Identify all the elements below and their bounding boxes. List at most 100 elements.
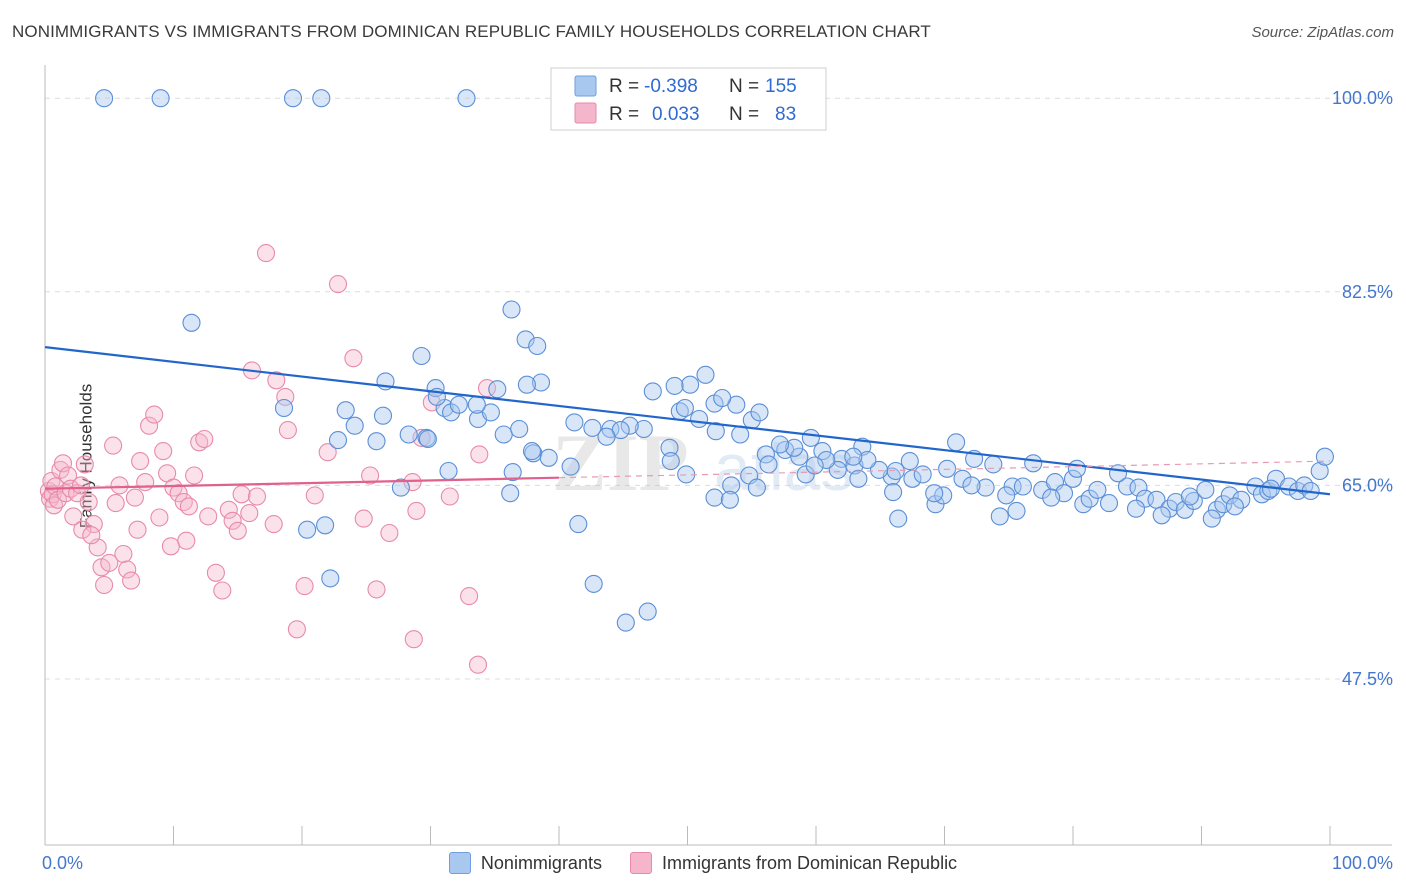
point-nonimmigrants [1160,499,1179,518]
point-nonimmigrants [962,476,981,495]
point-nonimmigrants [1232,490,1251,509]
point-nonimmigrants [801,428,820,447]
point-nonimmigrants [510,419,529,439]
point-immigrants [106,494,125,513]
legend-n-label-1: N = [729,76,759,97]
point-nonimmigrants [488,380,507,399]
trend-line-immigrants [44,476,560,490]
y-tick-label: 47.5% [1342,669,1393,689]
bottom-legend-item-nonimmigrants[interactable]: Nonimmigrants [448,852,602,874]
point-immigrants [118,560,137,579]
point-nonimmigrants [367,432,386,451]
point-nonimmigrants [1129,478,1148,497]
point-nonimmigrants [805,456,824,475]
point-immigrants [64,507,83,526]
point-immigrants [407,501,426,520]
point-immigrants [328,275,348,294]
point-nonimmigrants [675,398,694,418]
point-nonimmigrants [759,455,778,474]
point-nonimmigrants [1067,459,1086,478]
point-nonimmigrants [298,520,317,539]
point-nonimmigrants [449,395,468,414]
point-immigrants [305,486,324,505]
point-nonimmigrants [770,435,790,454]
point-immigrants [177,531,196,550]
point-nonimmigrants [785,438,804,457]
point-immigrants [79,492,98,512]
point-immigrants [295,577,314,596]
point-nonimmigrants [900,452,919,471]
point-immigrants [75,455,94,474]
point-immigrants [440,487,459,506]
point-nonimmigrants [858,450,877,470]
point-immigrants [247,487,267,506]
immigrants-label: Immigrants from Dominican Republic [661,852,958,873]
legend-r-value-1: -0.398 [644,76,698,97]
point-nonimmigrants [913,465,932,484]
y-tick-label: 82.5% [1342,282,1393,302]
point-nonimmigrants [997,486,1016,505]
point-immigrants [361,466,380,485]
point-nonimmigrants [1108,464,1128,483]
point-nonimmigrants [1202,509,1221,528]
point-nonimmigrants [391,478,410,497]
axes [44,65,1392,846]
point-nonimmigrants [634,419,653,439]
point-nonimmigrants [953,469,972,488]
point-immigrants [95,575,114,595]
point-nonimmigrants [373,406,393,425]
point-nonimmigrants [516,330,535,349]
point-immigrants [48,490,67,509]
point-immigrants [185,466,204,485]
point-nonimmigrants [584,574,603,593]
point-immigrants [460,587,479,606]
y-tick-label: 100.0% [1332,88,1393,108]
point-immigrants [140,416,159,435]
point-nonimmigrants [1042,488,1061,507]
immigrants-swatch [629,852,652,874]
point-immigrants [169,484,188,503]
point-nonimmigrants [849,469,868,488]
point-immigrants [228,521,247,540]
point-nonimmigrants [528,336,547,356]
point-nonimmigrants [720,490,739,509]
point-immigrants [380,523,399,543]
point-immigrants [344,349,363,368]
point-nonimmigrants [1063,469,1083,488]
point-immigrants [73,520,92,539]
point-immigrants [256,244,276,263]
point-immigrants [190,433,209,452]
point-nonimmigrants [316,516,335,535]
nonimmigrants-swatch [448,852,471,874]
point-nonimmigrants [312,89,331,108]
point-nonimmigrants [457,89,476,108]
point-nonimmigrants [713,388,732,408]
point-immigrants [125,488,144,507]
point-nonimmigrants [95,89,114,108]
legend-box [550,67,827,131]
point-nonimmigrants [869,460,889,479]
trend-line-immigrants-extension [558,460,1331,479]
point-nonimmigrants [884,483,903,502]
trend-lines [44,346,1331,496]
bottom-legend-item-immigrants[interactable]: Immigrants from Dominican Republic [629,852,958,874]
point-immigrants [195,429,214,449]
tick-labels: 100.0% 82.5% 65.0% 47.5% 0.0% 100.0% [42,88,1393,873]
point-nonimmigrants [182,313,201,332]
point-immigrants [46,477,65,496]
point-nonimmigrants [750,403,769,422]
point-immigrants [367,580,386,599]
point-immigrants [154,442,173,461]
point-nonimmigrants [990,507,1009,526]
point-immigrants [199,507,218,526]
point-immigrants [114,544,133,564]
nonimmigrants-label: Nonimmigrants [480,852,602,873]
x-tick-label: 100.0% [1332,853,1393,873]
point-nonimmigrants [889,509,908,528]
point-nonimmigrants [1220,486,1239,505]
point-immigrants [110,476,129,495]
point-nonimmigrants [1088,480,1107,499]
point-immigrants [232,485,251,504]
point-nonimmigrants [844,447,863,466]
